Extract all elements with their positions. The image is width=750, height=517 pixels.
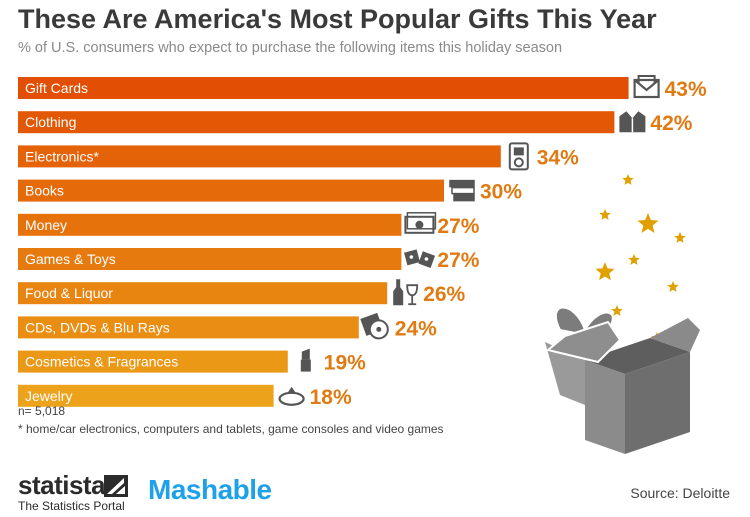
category-label: Food & Liquor: [25, 285, 113, 301]
value-label: 27%: [437, 215, 479, 238]
jacket-icon: [619, 111, 646, 133]
money-icon: [404, 212, 437, 234]
lipstick-icon: [300, 348, 311, 372]
category-label: Games & Toys: [25, 251, 116, 267]
envelope-icon: [633, 75, 660, 99]
media-player-icon: [508, 142, 529, 171]
bar-money: [18, 213, 402, 236]
value-label: 27%: [437, 249, 479, 272]
category-label: Cosmetics & Fragrances: [25, 354, 178, 370]
bar-jewelry: [18, 384, 274, 407]
statista-brand: statista: [18, 470, 106, 500]
cd-icon: [360, 312, 389, 340]
ring-icon: [278, 386, 305, 406]
bar-cds-dvds-blu-rays: [18, 316, 359, 339]
mashable-logo: Mashable: [148, 474, 272, 505]
value-label: 24%: [395, 317, 437, 340]
category-label: Clothing: [25, 114, 76, 130]
category-label: CDs, DVDs & Blu Rays: [25, 319, 170, 335]
source-note: Source: Deloitte: [630, 485, 730, 501]
star-icon: [622, 174, 634, 185]
bar-cosmetics-fragrances: [18, 350, 288, 373]
statista-logo: statista The Statistics Portal: [18, 470, 125, 513]
category-label: Jewelry: [25, 388, 72, 404]
statista-mark-icon: [104, 475, 128, 497]
value-label: 18%: [310, 386, 352, 409]
star-icon: [595, 262, 615, 281]
star-icon: [674, 232, 686, 243]
category-label: Books: [25, 183, 64, 199]
bar-games-toys: [18, 248, 402, 270]
bar-electronics-: [18, 145, 501, 168]
star-icon: [611, 305, 623, 316]
gift-box-with-stars-icon: [545, 174, 700, 454]
bar-gift-cards: [18, 77, 629, 99]
value-label: 42%: [650, 112, 692, 135]
star-icon: [628, 254, 640, 265]
value-label: 19%: [324, 352, 366, 375]
value-label: 43%: [665, 78, 707, 101]
category-label: Money: [25, 217, 67, 233]
wine-bottle-icon: [393, 279, 419, 306]
chart-subtitle: % of U.S. consumers who expect to purcha…: [18, 40, 563, 56]
dice-icon: [404, 249, 436, 268]
bar-books: [18, 179, 444, 202]
statista-tagline: The Statistics Portal: [18, 499, 125, 513]
value-label: 26%: [423, 283, 465, 306]
bar-food-liquor: [18, 282, 388, 305]
bar-clothing: [18, 111, 615, 134]
chart-title: These Are America's Most Popular Gifts T…: [18, 4, 657, 34]
star-icon: [599, 209, 611, 220]
sample-size-note: n= 5,018: [18, 404, 66, 418]
category-label: Electronics*: [25, 148, 99, 164]
books-icon: [449, 179, 475, 202]
star-icon: [667, 281, 679, 292]
value-label: 34%: [537, 146, 579, 169]
electronics-footnote: * home/car electronics, computers and ta…: [18, 422, 444, 436]
star-icon: [637, 213, 659, 233]
category-label: Gift Cards: [25, 80, 88, 96]
gift-box-icon: [545, 306, 700, 454]
value-label: 30%: [480, 181, 522, 204]
